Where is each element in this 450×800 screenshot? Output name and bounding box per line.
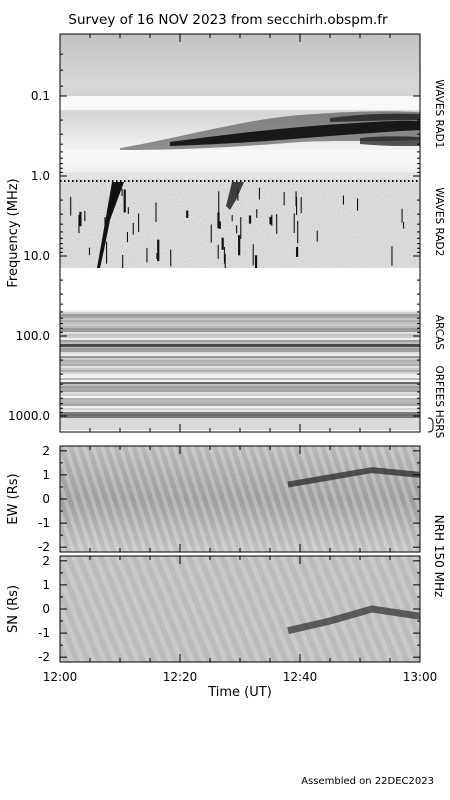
band-stripe <box>60 312 420 314</box>
ew-y-axis: -2 -1 0 1 2 <box>38 444 420 554</box>
band-stripe <box>60 370 420 372</box>
ground-bands <box>60 310 420 430</box>
nrh-sn-ytick--1: -1 <box>38 626 50 640</box>
nrh-label: NRH 150 MHz <box>432 515 446 598</box>
hsrs-bracket <box>427 417 434 433</box>
nrh-ew-ytick--1: -1 <box>38 516 50 530</box>
instrument-label-orfees: ORFEES <box>433 365 445 407</box>
band-stripe <box>60 310 420 312</box>
nrh-sn-ytick-2: 2 <box>42 554 50 568</box>
instrument-label-hsrs: HSRS <box>433 410 445 439</box>
band-stripe <box>60 320 420 322</box>
band-stripe <box>60 384 420 386</box>
instrument-labels: WAVES RAD1 WAVES RAD2 ARCAS ORFEES HSRS <box>433 79 445 438</box>
band-stripe <box>60 328 420 330</box>
xaxis-label: Time (UT) <box>207 685 272 700</box>
nrh-ew-ytick--2: -2 <box>38 540 50 554</box>
band-stripe <box>60 392 420 394</box>
band-stripe <box>60 400 420 402</box>
instrument-label-waves-rad2: WAVES RAD2 <box>433 187 445 256</box>
band-stripe <box>60 380 420 382</box>
band-stripe <box>60 352 420 354</box>
xtick-label-1240: 12:40 <box>283 670 318 684</box>
band-stripe <box>60 402 420 404</box>
nrh-ew-ytick-1: 1 <box>42 468 50 482</box>
nrh-sn-panel: -2 -1 0 1 2 SN (Rs) <box>6 554 421 664</box>
spectrum-y-axis: 0.1 1.0 10.0 100.0 1000.0 <box>8 53 420 423</box>
band-stripe <box>60 374 420 376</box>
instrument-label-arcas: ARCAS <box>433 315 445 350</box>
figure-title: Survey of 16 NOV 2023 from secchirh.obsp… <box>68 12 388 28</box>
sn-ylabel: SN (Rs) <box>6 585 21 633</box>
type-iii-burst-2 <box>226 182 244 210</box>
band-stripe <box>60 348 420 350</box>
band-stripe <box>60 338 420 340</box>
band-stripe <box>60 388 420 390</box>
sn-y-axis: -2 -1 0 1 2 <box>38 554 420 664</box>
band-stripe <box>60 332 420 334</box>
spectrum-ytick-0.1: 0.1 <box>31 89 50 103</box>
band-stripe <box>60 330 420 332</box>
time-x-axis: 12:00 12:20 12:40 13:00 <box>43 34 438 684</box>
band-stripe <box>60 378 420 380</box>
instrument-label-waves-rad1: WAVES RAD1 <box>433 79 445 148</box>
band-stripe <box>60 372 420 374</box>
band-stripe <box>60 394 420 396</box>
band-stripe <box>60 386 420 388</box>
spectrum-ytick-10.0: 10.0 <box>23 249 50 263</box>
nrh-sn-ytick--2: -2 <box>38 650 50 664</box>
sn-source-track <box>287 605 421 635</box>
band-stripe <box>60 376 420 378</box>
ew-source-track <box>287 467 421 488</box>
band-stripe <box>60 340 420 342</box>
rad2-band <box>60 180 420 268</box>
band-stripe <box>60 410 420 412</box>
band-stripe <box>60 322 420 324</box>
ew-ylabel: EW (Rs) <box>6 473 21 524</box>
nrh-ew-panel: -2 -1 0 1 2 EW (Rs) <box>6 444 421 554</box>
nrh-sn-ytick-0: 0 <box>42 602 50 616</box>
band-stripe <box>60 358 420 360</box>
band-stripe <box>60 314 420 316</box>
band-stripe <box>60 334 420 336</box>
band-stripe <box>60 316 420 318</box>
band-stripe <box>60 356 420 358</box>
spectrum-panel: 0.1 1.0 10.0 100.0 1000.0 Frequency (MHz) WA… <box>6 33 445 439</box>
nrh-ew-ytick-2: 2 <box>42 444 50 458</box>
nrh-ew-ytick-0: 0 <box>42 492 50 506</box>
band-stripe <box>60 318 420 320</box>
type-iii-burst-1 <box>97 182 124 268</box>
band-stripe <box>60 406 420 408</box>
xtick-label-1200: 12:00 <box>43 670 78 684</box>
band-stripe <box>60 398 420 400</box>
band-stripe <box>60 360 420 362</box>
xtick-label-1220: 12:20 <box>163 670 198 684</box>
band-stripe <box>60 354 420 356</box>
band-stripe <box>60 326 420 328</box>
xtick-label-1300: 13:00 <box>403 670 438 684</box>
rad2-spikes <box>70 187 405 268</box>
band-stripe <box>60 408 420 410</box>
spectrum-ytick-1000.0: 1000.0 <box>8 409 50 423</box>
spectrum-ytick-100.0: 100.0 <box>16 329 50 343</box>
band-stripe <box>60 336 420 338</box>
band-stripe <box>60 404 420 406</box>
band-stripe <box>60 390 420 392</box>
band-stripe <box>60 364 420 366</box>
rad1-band <box>60 34 420 180</box>
band-stripe <box>60 362 420 364</box>
nrh-sn-ytick-1: 1 <box>42 578 50 592</box>
band-stripe <box>60 342 420 344</box>
footer-text: Assembled on 22DEC2023 <box>301 776 434 787</box>
band-stripe <box>60 350 420 352</box>
spectrum-ytick-1.0: 1.0 <box>31 169 50 183</box>
band-stripe <box>60 366 420 368</box>
spectrum-ylabel: Frequency (MHz) <box>6 178 21 287</box>
band-stripe <box>60 368 420 370</box>
band-stripe <box>60 396 420 398</box>
band-stripe <box>60 324 420 326</box>
